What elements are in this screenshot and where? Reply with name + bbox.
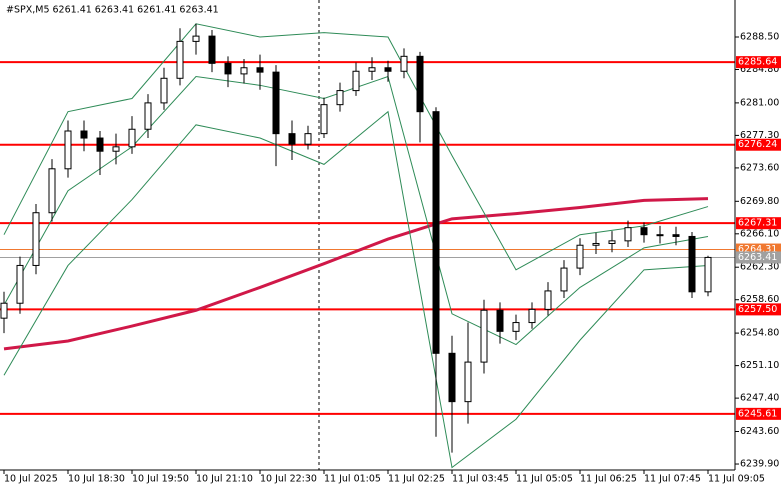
level-label: 6276.24	[738, 139, 777, 150]
candle-body	[336, 90, 344, 106]
x-tick-label: 10 Jul 2025	[4, 474, 58, 485]
candle-body	[672, 234, 680, 237]
candle-body	[656, 234, 664, 237]
x-tick-label: 11 Jul 01:05	[324, 474, 381, 485]
candle-body	[464, 361, 472, 403]
x-tick-label: 11 Jul 07:45	[644, 474, 701, 485]
candle-body	[688, 235, 696, 293]
candle-body	[704, 256, 712, 293]
candle-body	[560, 267, 568, 292]
candle-body	[48, 168, 56, 214]
candle-body	[32, 212, 40, 266]
candle-body	[400, 55, 408, 72]
candle-body	[160, 77, 168, 104]
chart-title: #SPX,M5 6261.41 6263.41 6261.41 6263.41	[6, 5, 219, 16]
candle-body	[320, 104, 328, 135]
candle-body	[304, 133, 312, 145]
candle-body	[496, 309, 504, 332]
candle-body	[624, 227, 632, 242]
candle-body	[592, 242, 600, 246]
candle-body	[240, 67, 248, 75]
x-tick-label: 10 Jul 22:30	[260, 474, 317, 485]
bollinger-band	[3, 23, 709, 271]
candle-body	[528, 308, 536, 324]
candle-body	[96, 137, 104, 152]
candle-body	[480, 309, 488, 363]
bollinger-band	[3, 110, 709, 469]
level-label: 6267.31	[738, 218, 777, 229]
candle-body	[544, 290, 552, 310]
level-label-box	[736, 251, 781, 264]
level-label-box	[736, 407, 781, 420]
level-label: 6285.64	[738, 57, 777, 68]
y-tick-label: 6266.10	[740, 228, 779, 239]
plot-area	[0, 23, 735, 469]
candle-body	[64, 130, 72, 170]
y-tick-label: 6243.60	[740, 426, 779, 437]
candle-body	[288, 133, 296, 145]
y-tick-label: 6277.30	[740, 130, 779, 141]
candle-body	[352, 70, 360, 92]
candle-body	[384, 67, 392, 72]
y-tick-label: 6281.00	[740, 97, 779, 108]
x-tick-label: 10 Jul 21:10	[196, 474, 253, 485]
y-tick-label: 6273.60	[740, 162, 779, 173]
y-tick-label: 6288.50	[740, 31, 779, 42]
level-label-box	[736, 138, 781, 151]
y-tick-label: 6269.80	[740, 196, 779, 207]
candle-body	[256, 67, 264, 73]
x-tick-label: 11 Jul 09:05	[708, 474, 765, 485]
y-tick-label: 6251.10	[740, 360, 779, 371]
candle-body	[128, 128, 136, 148]
level-label-box	[736, 303, 781, 316]
candle-body	[80, 130, 88, 139]
x-tick-label: 11 Jul 03:45	[452, 474, 509, 485]
candle-body	[272, 71, 280, 135]
level-label-box	[736, 56, 781, 69]
x-tick-label: 10 Jul 19:50	[132, 474, 189, 485]
y-tick-label: 6254.80	[740, 328, 779, 339]
x-tick-label: 11 Jul 02:25	[388, 474, 445, 485]
y-tick-label: 6258.60	[740, 294, 779, 305]
level-label: 6257.50	[738, 304, 777, 315]
candle-body	[448, 352, 456, 403]
x-tick-label: 10 Jul 18:30	[68, 474, 125, 485]
candle-body	[0, 302, 8, 319]
level-label-box	[736, 217, 781, 230]
y-tick-label: 6247.40	[740, 393, 779, 404]
candle-body	[144, 102, 152, 130]
candle-body	[512, 322, 520, 332]
level-label: 6245.61	[738, 408, 777, 419]
candle-body	[640, 227, 648, 236]
x-tick-label: 11 Jul 06:25	[580, 474, 637, 485]
candle-body	[208, 35, 216, 64]
candle-body	[416, 55, 424, 113]
level-label: 6264.31	[738, 244, 777, 255]
candle-body	[16, 264, 24, 304]
moving-average	[3, 197, 709, 351]
candle-body	[576, 244, 584, 269]
level-label: 6263.41	[738, 252, 777, 263]
candle-body	[176, 40, 184, 79]
candle-body	[192, 35, 200, 42]
candle-body	[608, 240, 616, 244]
y-tick-label: 6284.80	[740, 64, 779, 75]
y-tick-label: 6262.30	[740, 262, 779, 273]
candle-body	[432, 111, 440, 354]
candle-body	[112, 146, 120, 152]
candle-body	[224, 62, 232, 75]
y-tick-label: 6239.90	[740, 459, 779, 470]
candle-body	[368, 67, 376, 72]
x-tick-label: 11 Jul 05:05	[516, 474, 573, 485]
